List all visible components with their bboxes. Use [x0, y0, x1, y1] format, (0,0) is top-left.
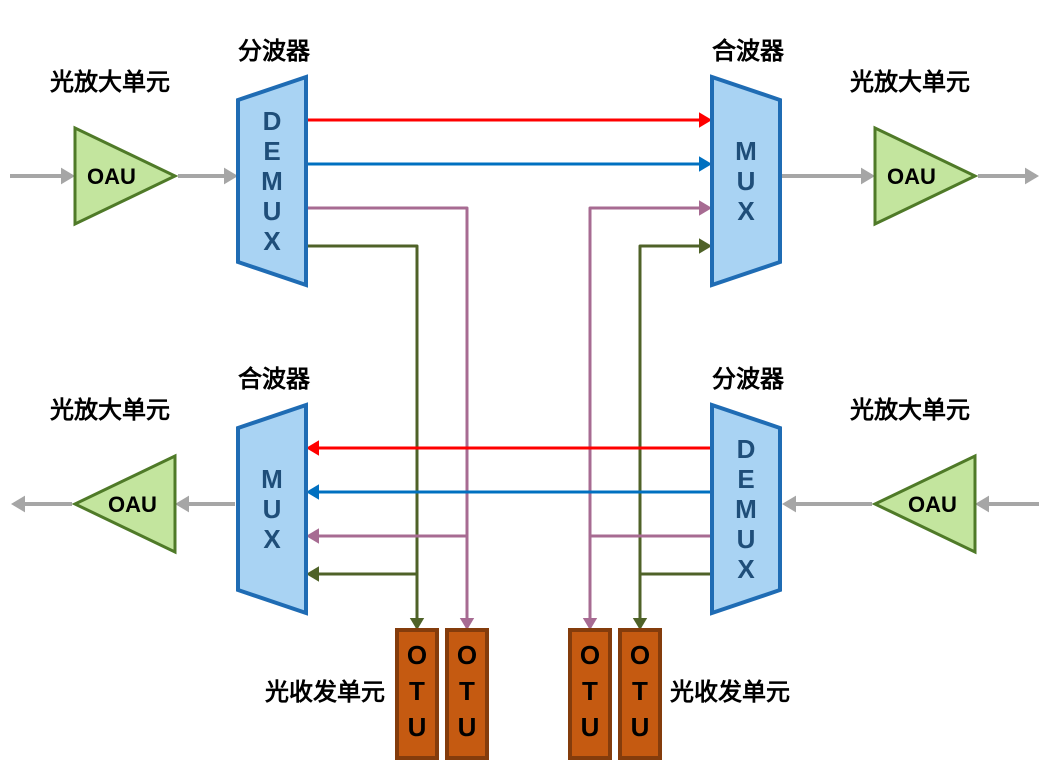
oau-title: 光放大单元 — [849, 396, 970, 424]
otu-3-text-char: U — [581, 712, 600, 742]
gray-arrow-head — [175, 496, 189, 513]
otu-1-text-char: O — [407, 640, 427, 670]
mux-bot-text: MUX — [261, 464, 283, 554]
demux-bot-text-char: D — [737, 434, 756, 464]
demux-top-text-char: U — [263, 196, 282, 226]
gray-arrow-head — [11, 496, 25, 513]
otu-2-text-char: U — [458, 712, 477, 742]
oau-label: OAU — [887, 164, 936, 189]
otu-2-text-char: T — [459, 676, 475, 706]
demux-bot-title: 分波器 — [712, 366, 785, 393]
mux-top-text-char: U — [737, 166, 756, 196]
gray-arrow-head — [224, 168, 238, 185]
mux-bot-text-char: X — [263, 524, 281, 554]
otu-2-text-char: O — [457, 640, 477, 670]
demux-bot-text-char: E — [737, 464, 754, 494]
demux-top-text: DEMUX — [261, 106, 283, 256]
oau-title: 光放大单元 — [849, 68, 970, 96]
optical-network-diagram: OAU光放大单元OAU光放大单元OAU光放大单元OAU光放大单元DEMUX分波器… — [0, 0, 1049, 774]
otu-1-text: OTU — [407, 640, 427, 742]
otu-1-text-char: U — [408, 712, 427, 742]
oau-title: 光放大单元 — [49, 68, 170, 96]
otu-4-text-char: T — [632, 676, 648, 706]
otu-3-text-char: T — [582, 676, 598, 706]
wavelength-purple-up — [590, 208, 708, 630]
demux-top-text-char: D — [263, 106, 282, 136]
wavelength-purple-b-down — [590, 536, 712, 626]
otu-2-text: OTU — [457, 640, 477, 742]
demux-top-title: 分波器 — [238, 38, 311, 65]
demux-bot-text-char: X — [737, 554, 755, 584]
gray-arrow-head — [61, 168, 75, 185]
otu-4-text-char: U — [631, 712, 650, 742]
wavelength-olive-b-down — [640, 574, 712, 626]
mux-bot-title: 合波器 — [238, 365, 311, 393]
mux-top-text-char: X — [737, 196, 755, 226]
oau-label: OAU — [908, 492, 957, 517]
otu-4-text: OTU — [630, 640, 650, 742]
gray-arrow-head — [1025, 168, 1039, 185]
demux-top-text-char: M — [261, 166, 283, 196]
wavelength-olive-down — [306, 246, 417, 626]
oau-label: OAU — [87, 164, 136, 189]
demux-bot-text: DEMUX — [735, 434, 757, 584]
mux-top-text: MUX — [735, 136, 757, 226]
demux-top-text-char: E — [263, 136, 280, 166]
oau-title: 光放大单元 — [49, 396, 170, 424]
gray-arrow-head — [782, 496, 796, 513]
wavelength-olive-up — [640, 246, 708, 630]
wavelength-purple-b-up — [310, 536, 467, 630]
wavelength-olive-b-up — [310, 574, 417, 630]
mux-bot-text-char: U — [263, 494, 282, 524]
demux-bot-text-char: U — [737, 524, 756, 554]
demux-top-text-char: X — [263, 226, 281, 256]
mux-top-text-char: M — [735, 136, 757, 166]
gray-arrow-head — [861, 168, 875, 185]
gray-arrow-head — [975, 496, 989, 513]
wavelength-purple-down — [306, 208, 467, 626]
oau-label: OAU — [108, 492, 157, 517]
demux-bot-text-char: M — [735, 494, 757, 524]
otu-1-text-char: T — [409, 676, 425, 706]
mux-top-title: 合波器 — [712, 37, 785, 65]
mux-bot-text-char: M — [261, 464, 283, 494]
otu-title-left: 光收发单元 — [264, 678, 385, 706]
otu-3-text-char: O — [580, 640, 600, 670]
otu-title-right: 光收发单元 — [669, 678, 790, 706]
otu-3-text: OTU — [580, 640, 600, 742]
otu-4-text-char: O — [630, 640, 650, 670]
